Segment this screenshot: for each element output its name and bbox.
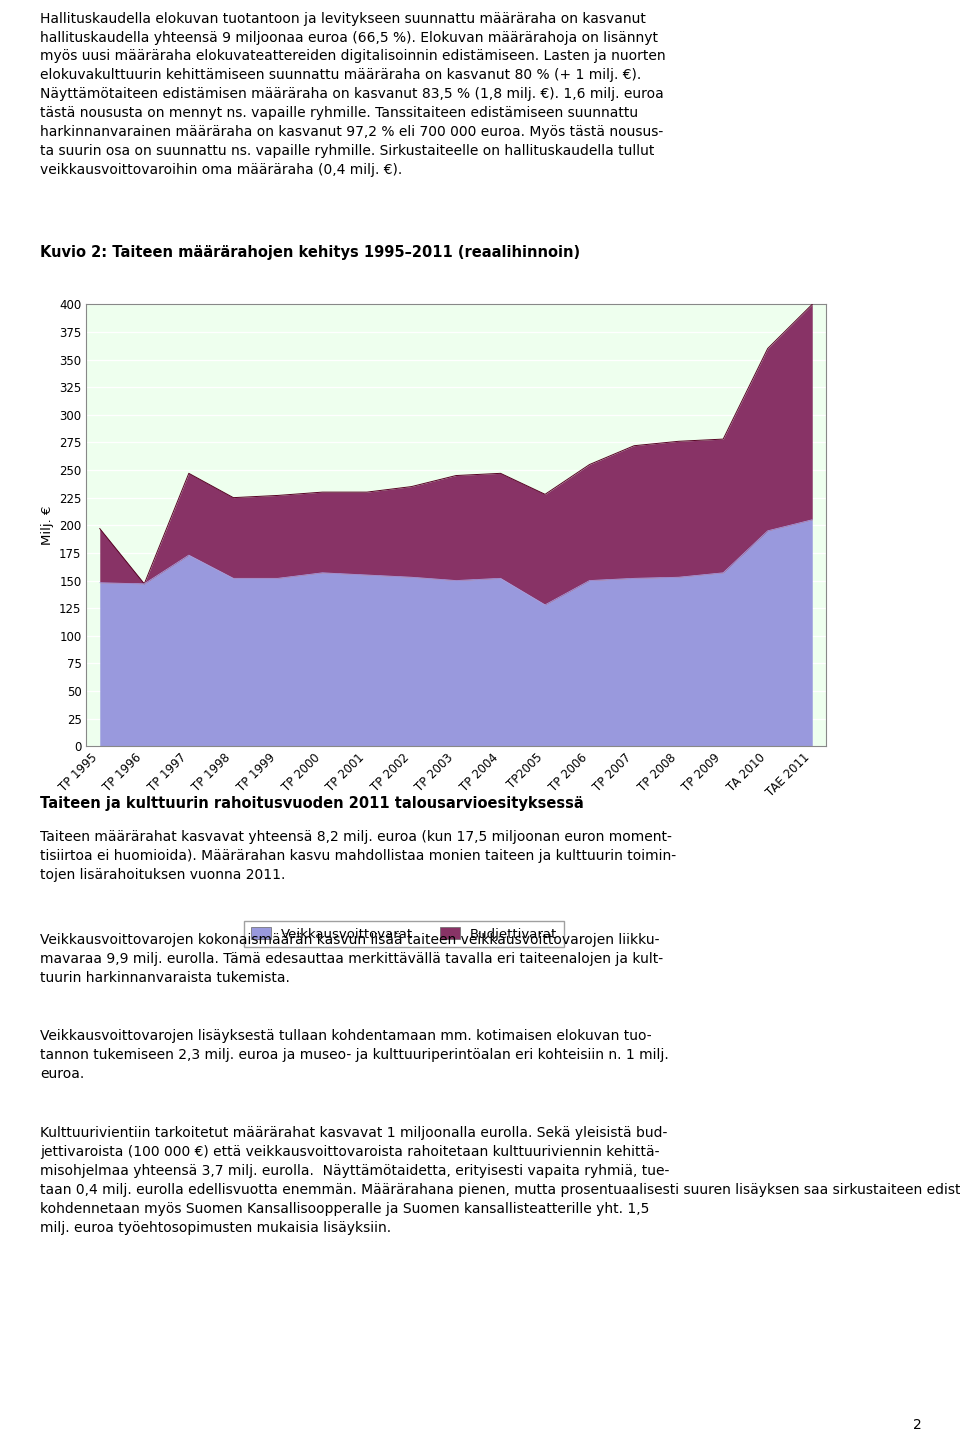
Text: 2: 2 — [913, 1417, 922, 1432]
Text: Veikkausvoittovarojen kokonaismäärän kasvun lisää taiteen veikkausvoittovarojen : Veikkausvoittovarojen kokonaismäärän kas… — [40, 933, 663, 985]
Legend: Veikkausvoittovarat, Budjettivarat: Veikkausvoittovarat, Budjettivarat — [245, 920, 564, 948]
Y-axis label: Milj. €: Milj. € — [40, 506, 54, 545]
Text: Kuvio 2: Taiteen määrärahojen kehitys 1995–2011 (reaalihinnoin): Kuvio 2: Taiteen määrärahojen kehitys 19… — [40, 245, 580, 259]
Text: Veikkausvoittovarojen lisäyksestä tullaan kohdentamaan mm. kotimaisen elokuvan t: Veikkausvoittovarojen lisäyksestä tullaa… — [40, 1029, 669, 1081]
Text: Taiteen määrärahat kasvavat yhteensä 8,2 milj. euroa (kun 17,5 miljoonan euron m: Taiteen määrärahat kasvavat yhteensä 8,2… — [40, 830, 676, 882]
Text: Taiteen ja kulttuurin rahoitusvuoden 2011 talousarvioesityksessä: Taiteen ja kulttuurin rahoitusvuoden 201… — [40, 796, 584, 810]
Text: Hallituskaudella elokuvan tuotantoon ja levitykseen suunnattu määräraha on kasva: Hallituskaudella elokuvan tuotantoon ja … — [40, 12, 665, 177]
Text: Kulttuurivientiin tarkoitetut määrärahat kasvavat 1 miljoonalla eurolla. Sekä yl: Kulttuurivientiin tarkoitetut määrärahat… — [40, 1126, 960, 1235]
